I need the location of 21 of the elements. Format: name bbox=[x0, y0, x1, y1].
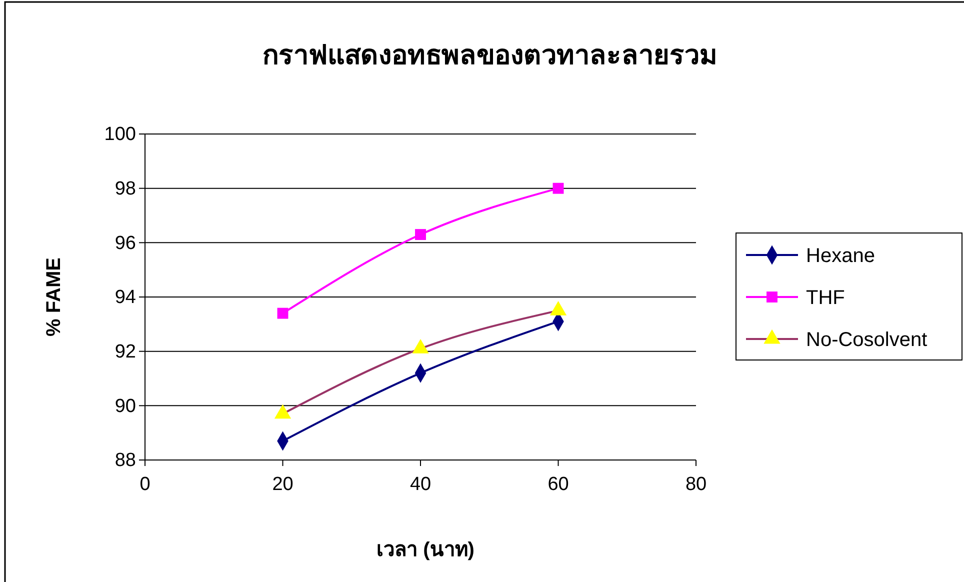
y-tick-label: 96 bbox=[114, 232, 136, 254]
y-tick-label: 88 bbox=[114, 450, 136, 472]
x-tick-label: 80 bbox=[685, 474, 707, 495]
x-axis-title: เวลา (นาท) bbox=[376, 539, 474, 561]
y-tick-label: 94 bbox=[114, 287, 136, 308]
y-tick-label: 90 bbox=[114, 396, 136, 417]
point bbox=[552, 182, 564, 194]
x-tick-label: 40 bbox=[410, 474, 432, 495]
legend-label: No-Cosolvent bbox=[806, 329, 928, 351]
point bbox=[277, 308, 288, 319]
chart-title: กราฟแสดงอทธพลของตวทาละลายรวม bbox=[262, 40, 718, 70]
legend-label: Hexane bbox=[806, 245, 875, 267]
x-tick-label: 0 bbox=[140, 474, 150, 495]
legend-label: THF bbox=[806, 287, 845, 309]
x-tick-label: 20 bbox=[272, 474, 294, 495]
x-tick-label: 60 bbox=[548, 474, 569, 495]
y-tick-label: 98 bbox=[114, 178, 136, 200]
y-tick-label: 100 bbox=[104, 124, 136, 146]
y-tick-label: 92 bbox=[114, 341, 136, 362]
y-axis-title: % FAME bbox=[43, 258, 65, 336]
point bbox=[415, 229, 426, 240]
